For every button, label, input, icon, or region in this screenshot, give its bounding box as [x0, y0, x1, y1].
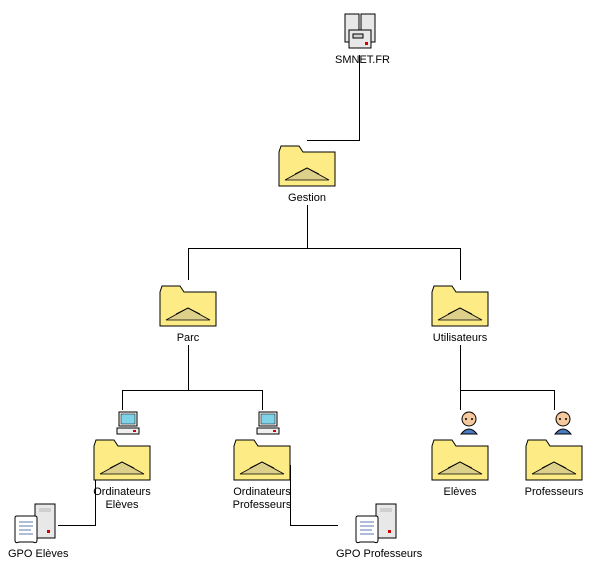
node-label: Ordinateurs Elèves	[93, 486, 150, 511]
node-label: GPO Professeurs	[336, 548, 422, 561]
folder-icon	[92, 434, 152, 484]
edge	[188, 345, 189, 390]
node-gpo-eleves: GPO Elèves	[8, 502, 69, 561]
folder-icon	[277, 140, 337, 190]
edge	[359, 55, 360, 140]
edge	[460, 390, 461, 410]
node-utilisateurs: Utilisateurs	[430, 280, 490, 345]
edge	[188, 248, 189, 280]
edge	[554, 390, 555, 410]
node-professeurs: Professeurs	[524, 410, 584, 499]
node-label: Parc	[177, 332, 200, 345]
computer-icon	[116, 410, 146, 436]
edge	[460, 248, 461, 280]
node-gestion: Gestion	[277, 140, 337, 205]
user-icon	[455, 410, 485, 436]
edge	[262, 390, 263, 410]
node-parc: Parc	[158, 280, 218, 345]
node-gpo-professeurs: GPO Professeurs	[336, 502, 422, 561]
edge	[460, 345, 461, 390]
node-label: Gestion	[288, 192, 326, 205]
node-ordinateurs-professeurs: Ordinateurs Professeurs	[232, 410, 292, 511]
folder-icon	[524, 434, 584, 484]
folder-icon	[430, 280, 490, 330]
edge	[188, 248, 461, 249]
node-label: SMNET.FR	[335, 54, 390, 67]
node-root: SMNET.FR	[335, 10, 390, 67]
edge	[122, 390, 123, 410]
folder-icon	[430, 434, 490, 484]
folder-icon	[232, 434, 292, 484]
node-eleves: Elèves	[430, 410, 490, 499]
gpo-icon	[354, 502, 404, 546]
node-label: Elèves	[443, 486, 476, 499]
edge	[307, 205, 308, 248]
folder-icon	[158, 280, 218, 330]
node-label: GPO Elèves	[8, 548, 69, 561]
node-label: Utilisateurs	[433, 332, 487, 345]
servers-icon	[339, 10, 387, 52]
node-label: Professeurs	[525, 486, 584, 499]
edge	[290, 525, 338, 526]
node-ordinateurs-eleves: Ordinateurs Elèves	[92, 410, 152, 511]
computer-icon	[256, 410, 286, 436]
gpo-icon	[13, 502, 63, 546]
edge	[460, 390, 555, 391]
node-label: Ordinateurs Professeurs	[233, 486, 292, 511]
user-icon	[549, 410, 579, 436]
edge	[122, 390, 263, 391]
